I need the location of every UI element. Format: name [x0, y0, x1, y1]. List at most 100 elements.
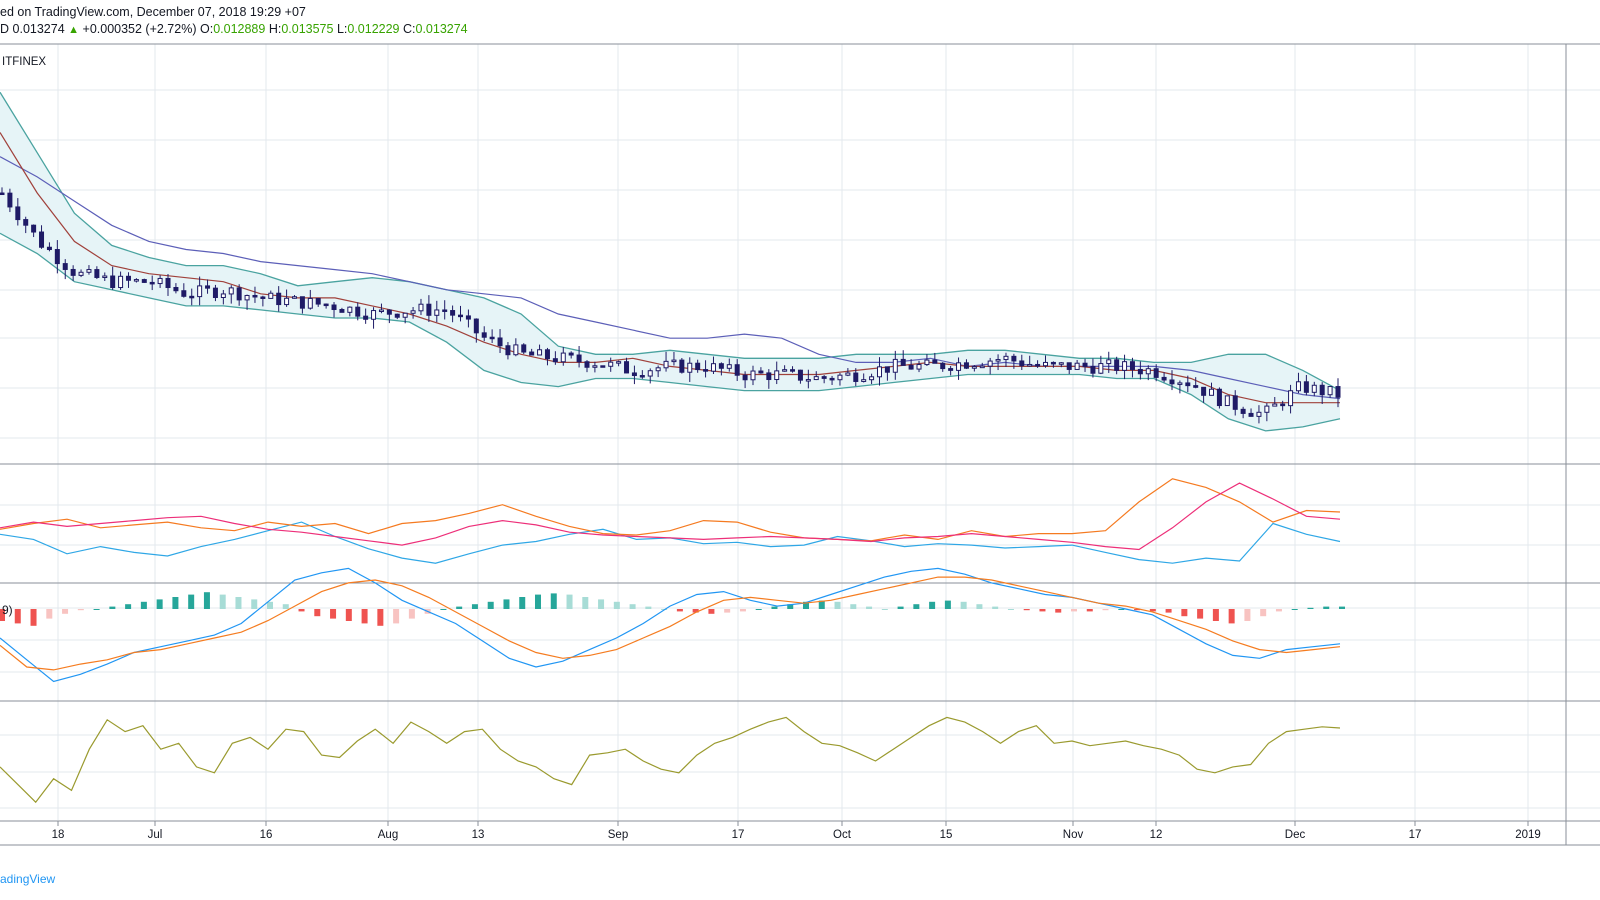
macd-histogram-bar	[676, 609, 683, 612]
x-tick-label: Jul	[148, 829, 163, 841]
candle-body	[133, 279, 139, 282]
candle-body	[1240, 408, 1246, 414]
candle-body	[1145, 368, 1151, 375]
macd-histogram-bar	[1212, 609, 1219, 621]
candle-body	[900, 358, 906, 366]
macd-histogram-bar	[1307, 607, 1314, 609]
macd-histogram-bar	[739, 609, 746, 612]
candle-body	[347, 306, 353, 313]
rsi-pink-line	[0, 482, 1341, 551]
macd-histogram-bar	[251, 599, 258, 609]
candle-body	[1216, 388, 1222, 407]
candle-body	[371, 310, 377, 320]
candle-body	[624, 361, 630, 374]
macd-histogram-bar	[1118, 609, 1125, 610]
close-label: C:	[403, 22, 416, 36]
candle-body	[228, 287, 234, 295]
macd-params-label: 9)	[2, 603, 13, 617]
candle-body	[260, 296, 266, 299]
candle-body	[560, 352, 566, 363]
candle-body	[845, 372, 851, 376]
candle-body	[220, 293, 226, 299]
candle-body	[31, 224, 37, 233]
candle-body	[1098, 363, 1104, 374]
candle-body	[1137, 368, 1143, 375]
candle-body	[299, 296, 305, 309]
candle-body	[165, 277, 171, 289]
candle-body	[821, 376, 827, 379]
candle-body	[394, 313, 400, 318]
candle-body	[734, 364, 740, 376]
candle-body	[766, 372, 772, 381]
macd-histogram-bar	[377, 609, 384, 626]
bollinger-upper	[0, 91, 1341, 392]
macd-histogram-bar	[1149, 609, 1156, 612]
macd-histogram-bar	[1165, 609, 1172, 613]
candle-body	[647, 370, 653, 377]
candle-body	[39, 231, 45, 248]
macd-histogram-bar	[1291, 609, 1298, 610]
candle-body	[1264, 405, 1270, 413]
candle-body	[1003, 355, 1009, 361]
x-tick-label: 15	[940, 829, 953, 841]
macd-histogram-bar	[330, 609, 337, 619]
candle-body	[1303, 381, 1309, 393]
macd-histogram-bar	[188, 594, 195, 609]
candle-body	[1161, 376, 1167, 381]
macd-histogram-bar	[1197, 609, 1204, 619]
candle-body	[861, 379, 867, 382]
candle-body	[963, 362, 969, 369]
candle-body	[355, 306, 361, 317]
price-panel	[0, 91, 1341, 432]
candle-body	[173, 287, 179, 292]
pane-borders	[0, 43, 1600, 846]
macd-histogram-bar	[203, 592, 210, 609]
candle-body	[916, 364, 922, 370]
macd-histogram-bar	[1260, 609, 1267, 617]
candle-body	[671, 359, 677, 363]
candle-body	[1035, 363, 1041, 367]
candle-body	[513, 344, 519, 356]
candle-body	[102, 275, 108, 279]
macd-histogram-bar	[30, 609, 37, 626]
candle-body	[442, 309, 448, 312]
macd-histogram-bar	[156, 599, 163, 609]
candle-body	[141, 279, 147, 283]
candle-body	[1319, 384, 1325, 396]
candle-body	[924, 359, 930, 366]
candle-body	[971, 366, 977, 369]
candle-body	[892, 358, 898, 373]
x-tick-label: 18	[52, 829, 65, 841]
candle-body	[956, 362, 962, 371]
candle-body	[1232, 395, 1238, 410]
macd-histogram-bar	[109, 606, 116, 609]
tradingview-logo-text: adingView	[0, 872, 56, 886]
candle-body	[497, 337, 503, 347]
x-tick-label: 13	[472, 829, 485, 841]
candle-body	[1185, 382, 1191, 387]
candle-body	[189, 295, 195, 299]
macd-histogram-bar	[0, 609, 5, 621]
macd-histogram-bar	[1102, 609, 1109, 611]
candle-body	[529, 351, 535, 356]
candle-body	[426, 303, 432, 316]
candle-body	[276, 292, 282, 306]
candle-body	[1272, 403, 1278, 407]
candle-body	[1169, 379, 1175, 385]
candle-body	[853, 372, 859, 382]
candle-body	[205, 285, 211, 289]
symbol-prefix: D	[0, 22, 10, 36]
candle-body	[948, 368, 954, 371]
candle-body	[1256, 411, 1262, 417]
candle-body	[813, 376, 819, 381]
candle-body	[1311, 384, 1317, 393]
x-tick-label: 17	[732, 829, 745, 841]
candle-body	[1295, 381, 1301, 392]
candle-body	[1090, 365, 1096, 374]
macd-histogram-bar	[125, 604, 132, 609]
candle-body	[608, 361, 614, 367]
macd-histogram-bar	[298, 609, 305, 612]
candle-body	[315, 297, 321, 305]
macd-histogram-bar	[598, 599, 605, 609]
